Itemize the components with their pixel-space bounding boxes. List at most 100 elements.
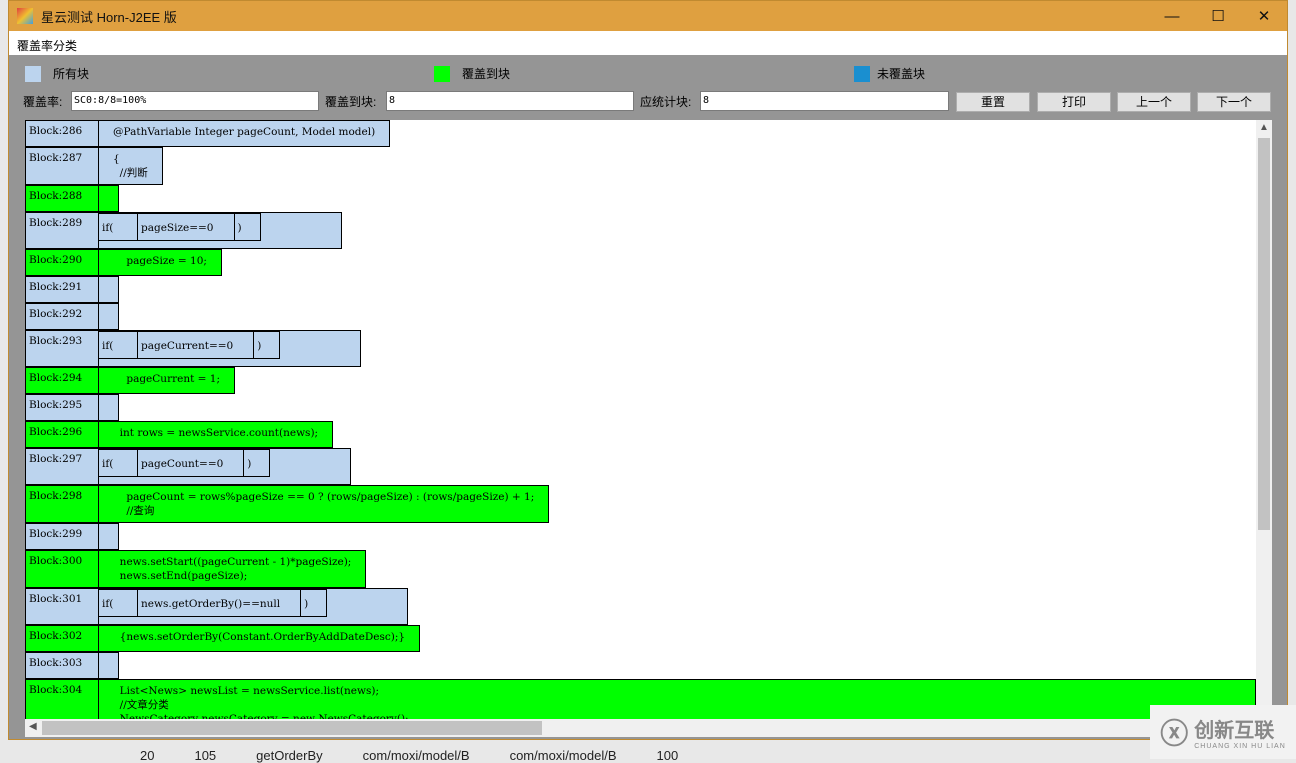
coverage-field[interactable]: SC0:8/8=100% — [71, 91, 319, 111]
legend-label: 未覆盖块 — [877, 67, 926, 81]
block-row: Block:295 — [25, 394, 1256, 421]
if-part: if( — [102, 598, 114, 610]
reset-button[interactable]: 重置 — [956, 92, 1030, 112]
title-bar: 星云测试 Horn-J2EE 版 — ☐ ✕ — [9, 1, 1287, 31]
if-part: pageCurrent==0 — [137, 332, 253, 358]
block-row: Block:297 if(pageCount==0) — [25, 448, 1256, 485]
background-cell: 100 — [656, 748, 679, 763]
legend-all-blocks: 所有块 — [25, 65, 89, 82]
uncovered-swatch — [854, 65, 870, 82]
block-list: Block:286 @PathVariable Integer pageCount… — [25, 120, 1256, 719]
minimize-button[interactable]: — — [1164, 7, 1180, 25]
block-code: if(news.getOrderBy()==null) — [99, 588, 409, 625]
block-label: Block:286 — [25, 120, 99, 147]
background-cell: 105 — [194, 748, 217, 763]
block-label: Block:303 — [25, 652, 99, 679]
next-button[interactable]: 下一个 — [1197, 92, 1271, 112]
legend-covered-blocks: 覆盖到块 — [434, 65, 510, 82]
block-code: {news.setOrderBy(Constant.OrderByAddDate… — [99, 625, 421, 652]
if-part: if( — [102, 222, 114, 234]
block-row: Block:302 {news.setOrderBy(Constant.Orde… — [25, 625, 1256, 652]
if-part: pageSize==0 — [137, 214, 234, 240]
block-code: news.setStart((pageCurrent - 1)*pageSize… — [99, 550, 367, 588]
block-code: if( pageSize==0) — [99, 212, 342, 249]
block-row: Block:299 — [25, 523, 1256, 550]
block-row: Block:294 pageCurrent = 1; — [25, 367, 1256, 394]
maximize-button[interactable]: ☐ — [1211, 8, 1225, 25]
block-label: Block:288 — [25, 185, 99, 212]
block-label: Block:290 — [25, 249, 99, 276]
block-code: { //判断 — [99, 147, 163, 185]
prev-button[interactable]: 上一个 — [1117, 92, 1191, 112]
block-label: Block:294 — [25, 367, 99, 394]
block-label: Block:293 — [25, 330, 99, 367]
watermark-icon: ⓧ — [1160, 718, 1189, 749]
scroll-up-icon[interactable]: ▲ — [1259, 122, 1269, 133]
total-field[interactable]: 8 — [700, 91, 949, 111]
if-part: news.getOrderBy()==null — [137, 590, 300, 616]
block-code — [99, 303, 119, 330]
block-label: Block:296 — [25, 421, 99, 448]
stats-bar: 覆盖率: SC0:8/8=100% 覆盖到块: 8 应统计块: 8 重置 打印 … — [9, 91, 1287, 113]
background-table-row: 20 105 getOrderBy com/moxi/model/B com/moxi/… — [140, 748, 678, 763]
block-label: Block:301 — [25, 588, 99, 625]
block-row: Block:291 — [25, 276, 1256, 303]
block-label: Block:297 — [25, 448, 99, 485]
block-label: Block:291 — [25, 276, 99, 303]
block-row: Block:289 if(pageSize==0) — [25, 212, 1256, 249]
background-cell: 20 — [140, 748, 155, 763]
block-row: Block:303 — [25, 652, 1256, 679]
vertical-scroll-thumb[interactable] — [1258, 138, 1270, 530]
block-row: Block:301 if(news.getOrderBy()==null) — [25, 588, 1256, 625]
block-code: pageSize = 10; — [99, 249, 222, 276]
block-row: Block:300 news.setStart((pageCurrent - 1… — [25, 550, 1256, 588]
if-part: ) — [253, 332, 279, 358]
watermark-name: 创新互联 — [1194, 720, 1275, 742]
vertical-scrollbar[interactable]: ▲ — [1256, 120, 1272, 719]
horizontal-scroll-thumb[interactable] — [42, 721, 542, 735]
legend-uncovered-blocks: 未覆盖块 — [854, 65, 925, 82]
block-code: pageCurrent = 1; — [99, 367, 235, 394]
block-row: Block:288 — [25, 185, 1256, 212]
if-condition: if( pageSize==0) — [99, 213, 261, 241]
block-code: pageCount = rows%pageSize == 0 ? (rows/p… — [99, 485, 550, 523]
close-button[interactable]: ✕ — [1257, 8, 1271, 25]
horizontal-scrollbar[interactable]: ◀ — [25, 719, 1256, 737]
legend: 所有块 覆盖到块 未覆盖块 — [9, 65, 1287, 83]
menu-item-coverage-category[interactable]: 覆盖率分类 — [17, 39, 78, 53]
watermark-logo: ⓧ 创新互联 CHUANG XIN HU LIAN — [1150, 705, 1296, 759]
block-label: Block:292 — [25, 303, 99, 330]
block-code — [99, 652, 119, 679]
block-row: Block:293 if(pageCurrent==0) — [25, 330, 1256, 367]
block-code — [99, 185, 119, 212]
legend-label: 所有块 — [53, 67, 90, 81]
if-part: ) — [243, 450, 269, 476]
covered-swatch — [434, 65, 450, 82]
if-condition: if(news.getOrderBy()==null) — [99, 589, 328, 617]
block-label: Block:304 — [25, 679, 99, 719]
legend-label: 覆盖到块 — [462, 67, 511, 81]
block-row: Block:287{ //判断 — [25, 147, 1256, 185]
if-part: ) — [233, 214, 260, 240]
watermark-sub: CHUANG XIN HU LIAN — [1194, 743, 1286, 750]
print-button[interactable]: 打印 — [1037, 92, 1111, 112]
app-logo-icon — [17, 8, 33, 24]
scroll-left-icon[interactable]: ◀ — [29, 721, 37, 732]
background-cell: com/moxi/model/B — [362, 748, 470, 763]
block-label: Block:302 — [25, 625, 99, 652]
block-code: int rows = newsService.count(news); — [99, 421, 334, 448]
block-row: Block:298 pageCount = rows%pageSize == 0… — [25, 485, 1256, 523]
block-row: Block:292 — [25, 303, 1256, 330]
code-block-view: Block:286 @PathVariable Integer pageCount… — [25, 120, 1272, 737]
covered-label: 覆盖到块: — [325, 95, 377, 109]
all-blocks-swatch — [25, 65, 41, 82]
window-title: 星云测试 Horn-J2EE 版 — [41, 9, 177, 25]
block-code: List<News> newsList = newsService.list(n… — [99, 679, 1256, 719]
block-row: Block:290 pageSize = 10; — [25, 249, 1256, 276]
covered-field[interactable]: 8 — [386, 91, 634, 111]
total-label: 应统计块: — [640, 95, 692, 109]
if-part: if( — [102, 458, 114, 470]
block-label: Block:298 — [25, 485, 99, 523]
background-cell: com/moxi/model/B — [509, 748, 617, 763]
coverage-label: 覆盖率: — [23, 95, 63, 109]
